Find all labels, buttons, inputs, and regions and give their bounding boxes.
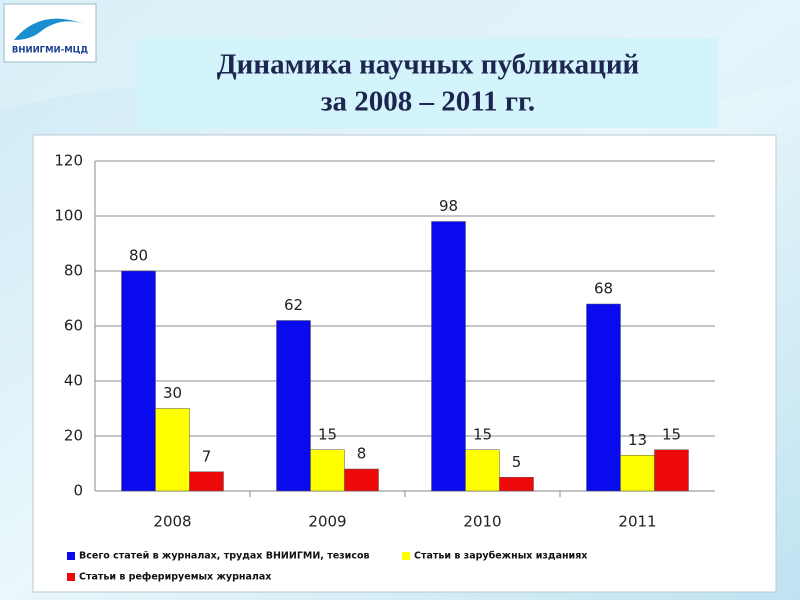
data-label: 8	[357, 445, 367, 463]
logo: ВНИИГМИ-МЦД	[3, 3, 97, 63]
x-tick-label: 2008	[153, 513, 191, 531]
bar	[189, 471, 224, 492]
data-label: 30	[163, 384, 182, 402]
data-label: 15	[318, 425, 337, 443]
data-label: 5	[512, 453, 522, 471]
bar	[654, 449, 689, 492]
legend-swatch	[67, 552, 75, 560]
x-tick-label: 2010	[463, 513, 501, 531]
data-label: 7	[202, 447, 212, 465]
logo-text: ВНИИГМИ-МЦД	[12, 46, 89, 56]
y-tick-label: 100	[54, 207, 83, 225]
bar	[155, 408, 190, 492]
y-tick-label: 80	[64, 262, 83, 280]
bar	[499, 477, 534, 492]
legend-swatch	[402, 552, 410, 560]
bar	[586, 303, 621, 492]
y-tick-label: 60	[64, 317, 83, 335]
bar	[344, 468, 379, 492]
data-label: 80	[129, 247, 148, 265]
bar	[310, 449, 345, 492]
chart-title: за 2008 – 2011 гг.	[321, 86, 535, 118]
y-tick-label: 0	[73, 482, 83, 500]
bar	[121, 270, 156, 492]
legend-label: Статьи в зарубежных изданиях	[414, 551, 587, 562]
chart-title: Динамика научных публикаций	[217, 49, 640, 81]
data-label: 98	[439, 197, 458, 215]
data-label: 15	[473, 425, 492, 443]
legend-label: Всего статей в журналах, трудах ВНИИГМИ,…	[79, 551, 370, 562]
x-tick-label: 2009	[308, 513, 346, 531]
data-label: 15	[662, 425, 681, 443]
data-label: 68	[594, 280, 613, 298]
logo-box	[3, 3, 97, 63]
bar	[465, 449, 500, 492]
title-box	[137, 38, 718, 128]
y-tick-label: 40	[64, 372, 83, 390]
y-tick-label: 20	[64, 427, 83, 445]
y-tick-label: 120	[54, 152, 83, 170]
x-tick-label: 2011	[618, 513, 656, 531]
bar	[620, 455, 655, 492]
legend-swatch	[67, 573, 75, 581]
bar	[431, 221, 466, 492]
bar	[276, 320, 311, 492]
data-label: 13	[628, 431, 647, 449]
chart-panel	[32, 134, 777, 593]
legend-label: Статьи в реферируемых журналах	[79, 572, 271, 583]
logo-wave	[14, 18, 84, 40]
data-label: 62	[284, 296, 303, 314]
